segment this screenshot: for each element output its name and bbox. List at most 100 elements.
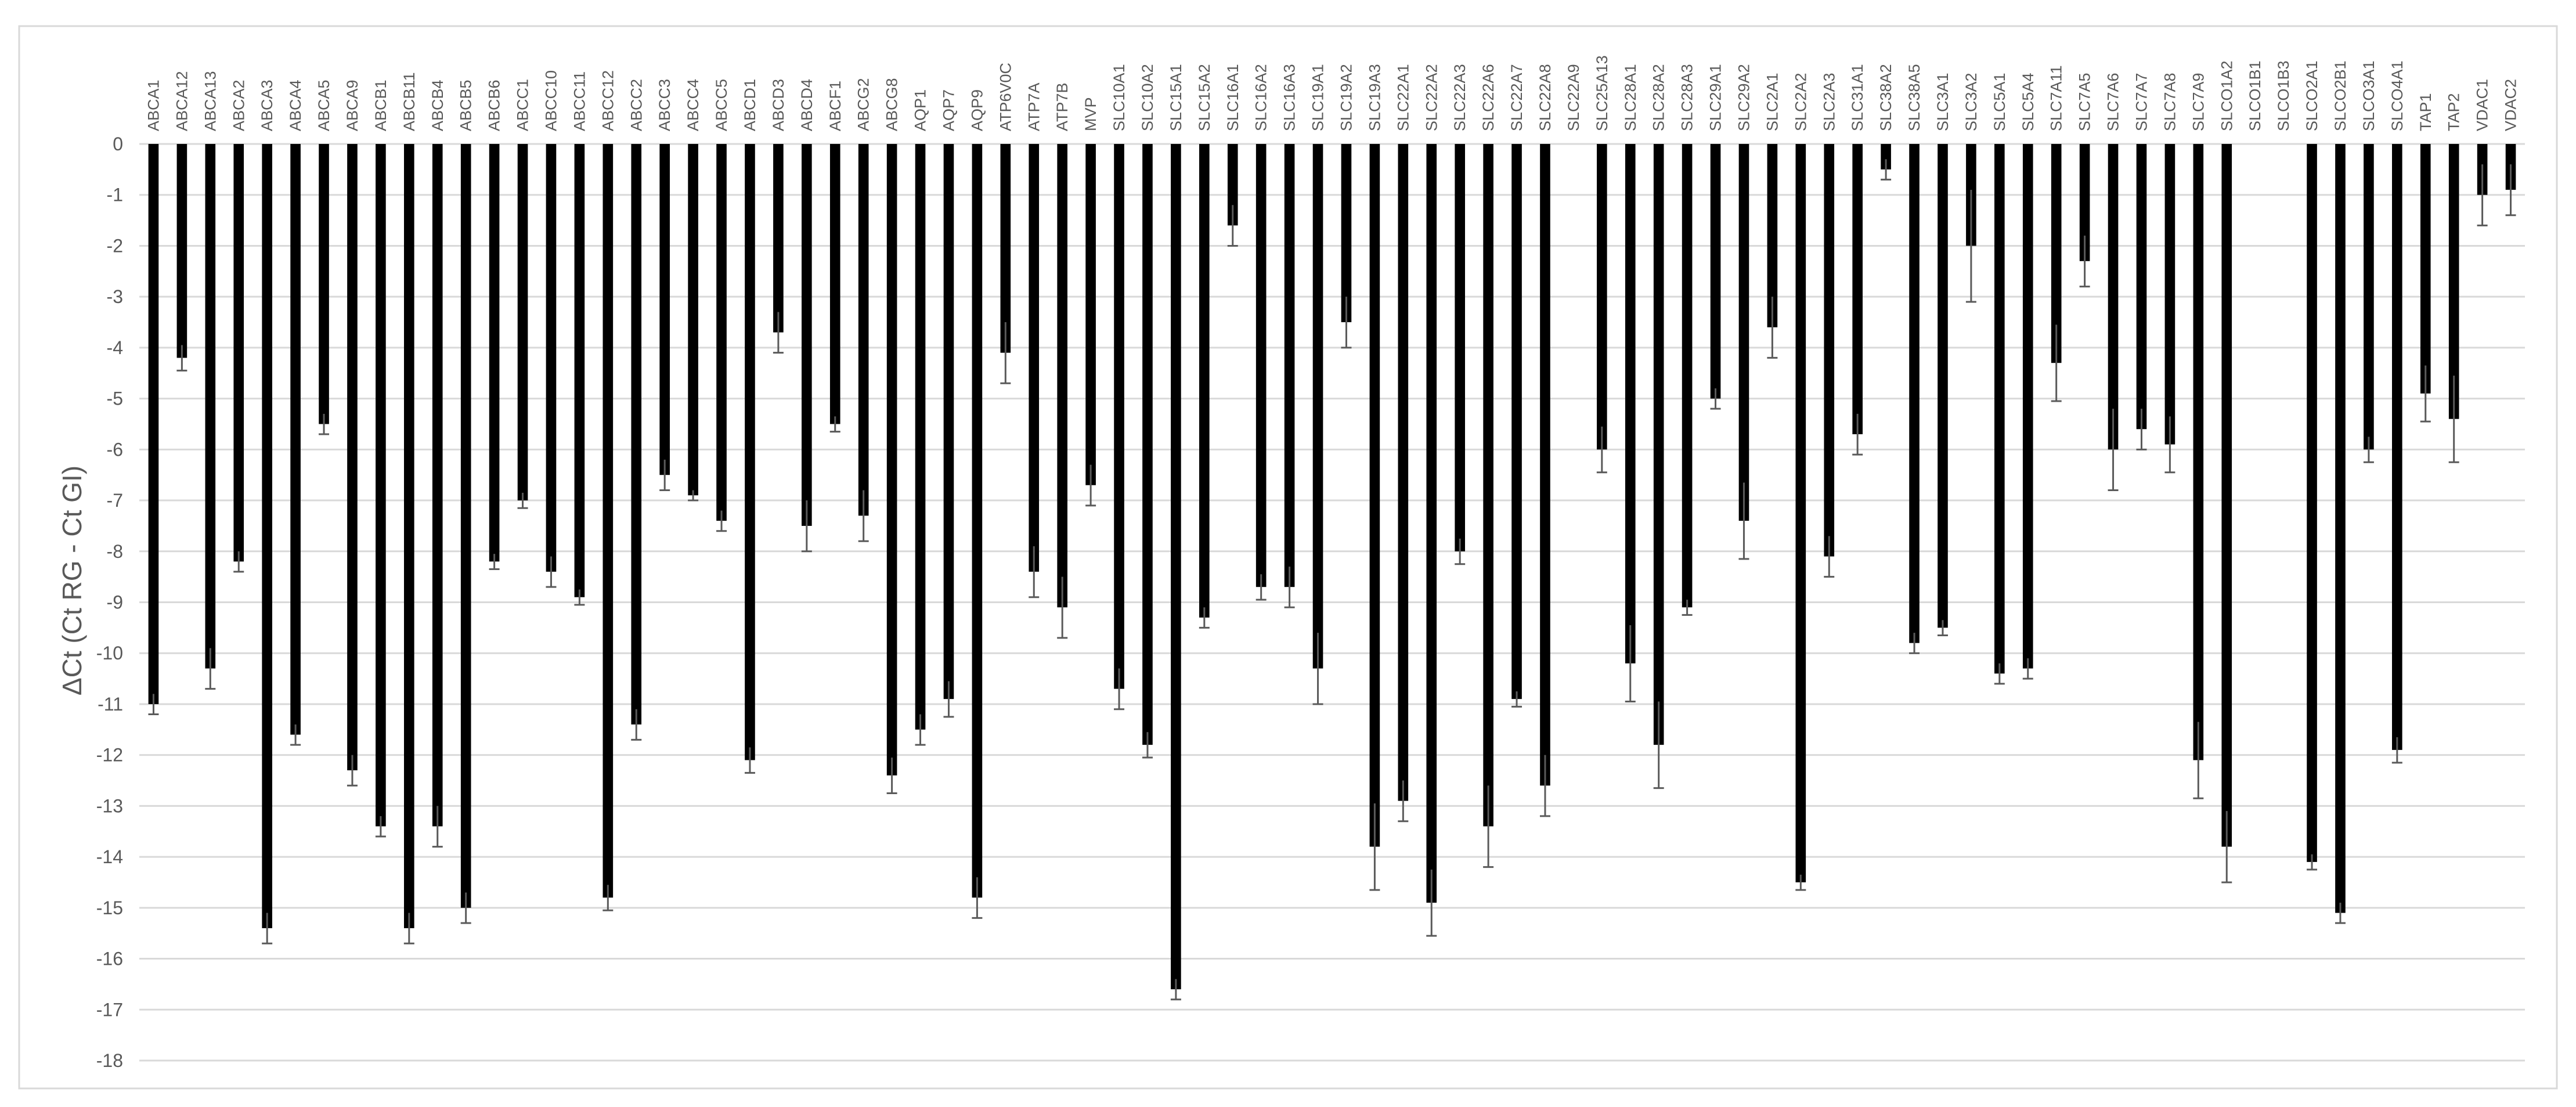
error-bar-slc22a7 bbox=[1511, 691, 1522, 708]
error-bar-abcc4 bbox=[688, 490, 699, 502]
bar-abcc11 bbox=[574, 144, 585, 597]
category-label: ABCC12 bbox=[599, 70, 616, 131]
bars bbox=[148, 144, 2516, 990]
bar-abcd3 bbox=[773, 144, 784, 333]
error-bar-abca13 bbox=[205, 648, 216, 690]
error-bar-slc31a1 bbox=[1852, 413, 1863, 456]
bar-abcb5 bbox=[460, 144, 471, 908]
bar-slco1a2 bbox=[2221, 144, 2232, 847]
bar-slco4a1 bbox=[2392, 144, 2402, 750]
bar-abcc10 bbox=[546, 144, 557, 572]
category-label: SLC16A2 bbox=[1253, 64, 1270, 131]
y-tick-label: -13 bbox=[96, 795, 123, 816]
bar-slc22a2 bbox=[1426, 144, 1437, 903]
error-bar-abca1 bbox=[148, 694, 159, 715]
error-bar-slco1a2 bbox=[2221, 811, 2232, 884]
bar-abcg8 bbox=[886, 144, 897, 776]
bar-slc7a5 bbox=[2079, 144, 2090, 261]
category-label: SLC25A13 bbox=[1593, 55, 1611, 131]
error-bar-slc19a2 bbox=[1341, 297, 1352, 349]
bar-atp7b bbox=[1057, 144, 1067, 608]
y-tick-label: -11 bbox=[98, 694, 123, 715]
y-tick-label: -8 bbox=[107, 541, 123, 562]
error-bar-abcd3 bbox=[773, 312, 784, 354]
error-bar-tap1 bbox=[2420, 365, 2431, 423]
y-tick-label: -14 bbox=[96, 846, 123, 867]
y-tick-label: -5 bbox=[107, 388, 123, 409]
bar-slco3a1 bbox=[2364, 144, 2374, 450]
category-label: AQP1 bbox=[912, 89, 929, 131]
error-bar-slc28a2 bbox=[1653, 701, 1664, 789]
category-label: SLC7A11 bbox=[2048, 65, 2065, 131]
category-label: SLC22A3 bbox=[1451, 64, 1469, 131]
category-label: SLCO4A1 bbox=[2389, 60, 2406, 131]
error-bar-slc28a1 bbox=[1625, 625, 1636, 703]
category-label: SLC22A2 bbox=[1423, 64, 1440, 131]
category-label: AQP7 bbox=[940, 89, 957, 131]
error-bar-aqp7 bbox=[943, 681, 954, 718]
category-label: ABCB11 bbox=[401, 72, 418, 131]
bar-slc3a1 bbox=[1938, 144, 1948, 628]
category-label: SLC22A1 bbox=[1394, 64, 1412, 131]
y-tick-label: -10 bbox=[96, 643, 123, 664]
bar-slc19a3 bbox=[1369, 144, 1380, 847]
bar-abcc2 bbox=[631, 144, 642, 725]
bar-slc16a2 bbox=[1255, 144, 1267, 587]
y-axis: 0 -1 -2 -3 -4 -5 -6 -7 -8 -9 -10 -11 -12 -13 -14 -15 -16… bbox=[96, 134, 123, 1071]
category-label: SLC3A2 bbox=[1962, 73, 1980, 131]
error-bar-abcb6 bbox=[489, 554, 500, 570]
category-label: ABCB4 bbox=[429, 80, 446, 131]
category-label: SLC28A2 bbox=[1650, 64, 1668, 131]
bar-slc15a2 bbox=[1199, 144, 1210, 618]
error-bar-aqp9 bbox=[972, 877, 983, 919]
error-bar-slc25a13 bbox=[1596, 426, 1607, 474]
bar-abcc12 bbox=[602, 144, 614, 898]
error-bar-atp7b bbox=[1057, 576, 1068, 639]
error-bar-tap2 bbox=[2448, 376, 2459, 463]
category-label: ABCA13 bbox=[201, 71, 219, 131]
error-bar-abcc11 bbox=[574, 589, 585, 606]
bar-slc2a1 bbox=[1767, 144, 1778, 327]
category-label: SLC10A2 bbox=[1139, 64, 1156, 131]
bar-abcd4 bbox=[802, 144, 812, 526]
error-bar-atp7a bbox=[1029, 546, 1040, 598]
bar-slc29a1 bbox=[1710, 144, 1721, 399]
error-bar-abca9 bbox=[347, 755, 358, 787]
category-label: ABCC2 bbox=[627, 79, 645, 131]
bar-slco2a1 bbox=[2307, 144, 2317, 862]
bar-slc15a1 bbox=[1171, 144, 1181, 990]
bar-slc2a3 bbox=[1824, 144, 1835, 557]
error-bar-abcb11 bbox=[403, 913, 414, 944]
bar-abca9 bbox=[347, 144, 358, 770]
category-label: SLC2A1 bbox=[1763, 73, 1781, 131]
bar-atp7a bbox=[1029, 144, 1040, 572]
category-label: SLCO1A2 bbox=[2218, 60, 2235, 131]
error-bar-slc29a2 bbox=[1738, 482, 1749, 560]
bar-slc10a2 bbox=[1142, 144, 1153, 745]
error-bar-abcc12 bbox=[602, 885, 614, 911]
category-label: VDAC1 bbox=[2474, 79, 2491, 131]
bar-mvp bbox=[1085, 144, 1096, 485]
error-bar-slc7a11 bbox=[2051, 324, 2062, 402]
bar-slc7a9 bbox=[2193, 144, 2204, 760]
error-bar-abca5 bbox=[319, 413, 330, 435]
category-label: ABCA12 bbox=[173, 71, 190, 131]
y-tick-label: -17 bbox=[96, 999, 123, 1020]
category-label: ATP6V0C bbox=[997, 63, 1014, 131]
error-bar-slco3a1 bbox=[2363, 437, 2374, 463]
bar-slco2b1 bbox=[2335, 144, 2346, 913]
error-bar-slc22a6 bbox=[1483, 785, 1494, 868]
bar-slc38a5 bbox=[1909, 144, 1920, 643]
error-bar-slc28a3 bbox=[1682, 600, 1693, 616]
bar-tap2 bbox=[2448, 144, 2459, 419]
error-bar-vdac2 bbox=[2505, 164, 2516, 217]
error-bar-slco2a1 bbox=[2307, 854, 2318, 871]
error-bar-slc22a3 bbox=[1455, 538, 1466, 565]
category-label: ATP7B bbox=[1054, 82, 1071, 131]
category-label: ABCA3 bbox=[258, 80, 276, 131]
y-tick-label: -15 bbox=[96, 897, 123, 918]
error-bar-slc38a2 bbox=[1881, 159, 1892, 181]
category-label: SLCO3A1 bbox=[2360, 60, 2377, 131]
error-bar-abcb1 bbox=[375, 816, 386, 838]
category-label: SLC22A8 bbox=[1536, 64, 1554, 131]
